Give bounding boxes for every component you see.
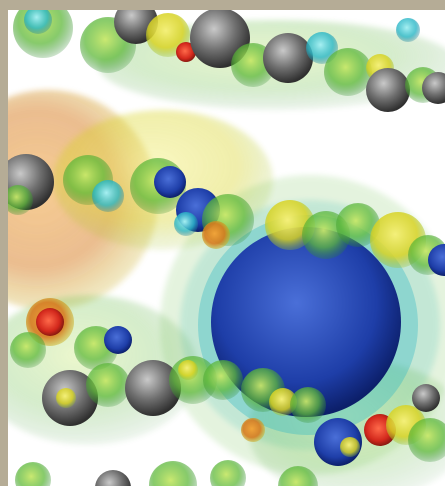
isosurface-blobs [8,10,445,486]
isosurface-blob-42 [178,360,198,380]
isosurface-blob-12 [366,68,410,112]
isosurface-blob-54 [15,462,51,486]
isosurface-blob-35 [104,326,132,354]
isosurface-blob-48 [340,437,360,457]
isosurface-blob-10 [324,48,372,96]
isosurface-blob-5 [176,42,196,62]
isosurface-blob-58 [278,466,318,486]
isosurface-blob-55 [95,470,131,486]
isosurface-blob-36 [10,332,46,368]
isosurface-blob-15 [396,18,420,42]
isosurface-blob-25 [202,221,230,249]
isosurface-blob-56 [149,461,197,486]
isosurface-blob-21 [154,166,186,198]
isosurface-blob-8 [263,33,313,83]
isosurface-blob-53 [241,418,265,442]
isosurface-blob-9 [306,32,338,64]
isosurface-blob-17 [8,185,33,215]
isosurface-blob-19 [92,180,124,212]
isosurface-blob-51 [412,384,440,412]
isosurface-blob-14 [422,72,445,104]
isosurface-blob-23 [174,212,198,236]
isosurface-blob-28 [336,203,380,247]
volume-render-scene [8,10,445,486]
isosurface-blob-38 [56,388,76,408]
isosurface-blob-31 [428,244,445,276]
isosurface-blob-39 [86,363,130,407]
isosurface-blob-57 [210,460,246,486]
isosurface-blob-33 [36,308,64,336]
isosurface-blob-40 [125,360,181,416]
isosurface-blob-46 [290,387,326,423]
isosurface-blob-43 [203,360,243,400]
render-viewport [8,10,445,486]
isosurface-blob-52 [408,418,445,462]
isosurface-blob-45 [269,388,297,416]
isosurface-blob-1 [24,10,52,34]
